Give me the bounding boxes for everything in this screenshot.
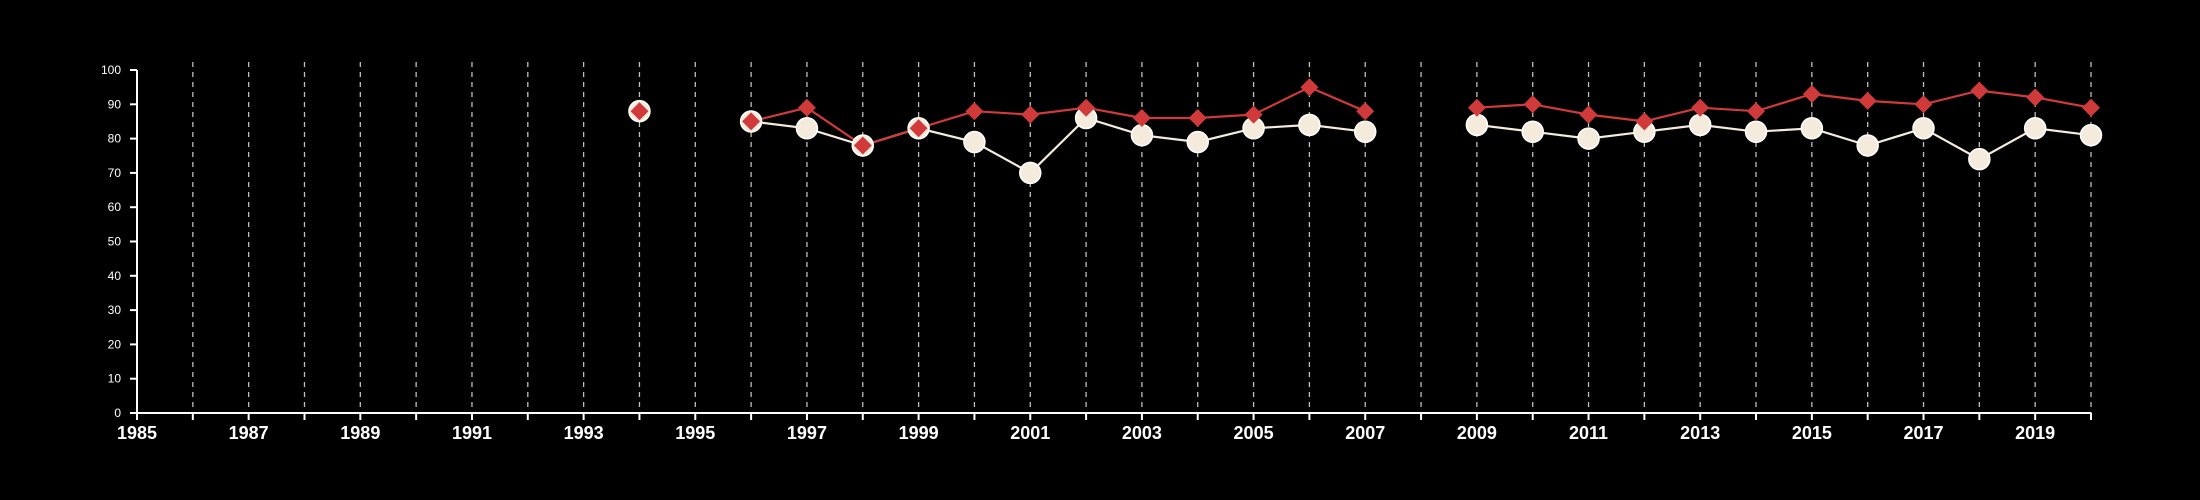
x-tick-label: 1999 (899, 423, 939, 443)
series-2-point-2011 (1579, 105, 1598, 124)
series-2-point-2015 (1802, 85, 1821, 103)
series-1-line (1476, 123, 2092, 161)
x-tick-label: 2011 (1569, 423, 1608, 443)
series-2-point-2020 (2082, 98, 2100, 117)
series-2-point-2019 (2026, 88, 2045, 107)
series-2-point-2017 (1914, 95, 1933, 114)
series-1-point-2018 (1968, 147, 1991, 171)
x-tick-label: 2019 (2015, 423, 2055, 443)
series-2-point-2001 (1021, 105, 1040, 124)
x-tick-label: 1987 (229, 423, 269, 443)
series-2-point-2002 (1077, 98, 1096, 117)
x-tick-label: 1993 (564, 423, 604, 443)
series-2-point-2013 (1691, 98, 1710, 117)
series-2-point-1996 (742, 112, 761, 131)
series-1-point-2019 (2023, 117, 2047, 140)
series-markers (628, 78, 2103, 185)
y-tick-label: 30 (108, 303, 122, 317)
y-tick-label: 50 (108, 235, 122, 249)
series-2-line (750, 85, 1366, 147)
series-1-point-2017 (1912, 117, 1935, 140)
y-tick-label: 90 (108, 97, 122, 111)
series-2-point-2004 (1188, 109, 1207, 127)
series-2-point-2000 (965, 102, 984, 121)
series-1-point-2013 (1688, 113, 1712, 137)
series-2-point-2009 (1467, 98, 1486, 117)
series-2-line (1476, 89, 2092, 123)
series-1-point-2020 (2079, 123, 2103, 147)
x-tick-label: 1989 (340, 423, 380, 443)
x-tick-label: 2003 (1122, 423, 1162, 443)
series-2-point-2018 (1970, 81, 1989, 100)
series-2-point-1999 (909, 119, 928, 138)
series-1-point-2011 (1577, 127, 1600, 150)
series-1-point-2007 (1353, 120, 1377, 143)
x-tick-label: 2009 (1457, 423, 1497, 443)
y-tick-label: 40 (108, 269, 122, 283)
series-lines (750, 85, 2092, 175)
x-tick-label: 2007 (1345, 423, 1385, 443)
y-tick-label: 10 (108, 372, 122, 386)
series-1-point-2014 (1744, 120, 1768, 143)
tick-labels: 0 10 20 30 40 50 60 70 80 90 100 1985 1987 1989 1991 19… (101, 63, 2055, 443)
series-2-point-2012 (1635, 112, 1654, 131)
series-1-point-2015 (1800, 117, 1824, 140)
x-tick-label: 1997 (787, 423, 827, 443)
y-tick-label: 0 (114, 406, 121, 420)
series-2-point-2003 (1132, 109, 1151, 127)
series-2-point-2016 (1858, 91, 1877, 110)
series-2-point-1998 (853, 136, 872, 155)
series-1-point-2006 (1298, 113, 1321, 137)
series-2-point-1997 (797, 98, 816, 117)
series-2-point-2006 (1300, 78, 1319, 97)
series-1-line (750, 116, 1366, 175)
y-tick-label: 80 (108, 132, 122, 146)
series-1-point-2000 (963, 130, 986, 154)
series-1-point-2010 (1521, 120, 1544, 143)
x-tick-label: 1985 (117, 423, 157, 443)
series-1-point-2016 (1856, 134, 1879, 157)
series-2-point-2010 (1523, 95, 1542, 114)
x-tick-label: 1991 (452, 423, 492, 443)
series-2-point-2007 (1356, 102, 1375, 121)
y-tick-label: 100 (101, 63, 121, 77)
series-1-point-2009 (1465, 113, 1489, 137)
axes (130, 69, 2092, 420)
x-tick-label: 2005 (1234, 423, 1274, 443)
series-2-point-1994 (630, 102, 649, 121)
series-1-point-2004 (1186, 130, 1209, 154)
series-2-point-2014 (1747, 102, 1765, 121)
grid-lines (192, 62, 2092, 413)
y-tick-label: 20 (108, 337, 122, 351)
series-1-point-1997 (795, 117, 819, 140)
series-2-point-2005 (1244, 105, 1263, 124)
y-tick-label: 60 (108, 200, 122, 214)
x-tick-label: 1995 (675, 423, 715, 443)
x-tick-label: 2017 (1903, 423, 1943, 443)
x-tick-label: 2001 (1010, 423, 1050, 443)
series-1-point-2001 (1019, 161, 1042, 185)
x-tick-label: 2013 (1680, 423, 1720, 443)
series-1-point-2003 (1130, 123, 1154, 147)
y-tick-label: 70 (108, 166, 122, 180)
x-tick-label: 2015 (1792, 423, 1832, 443)
